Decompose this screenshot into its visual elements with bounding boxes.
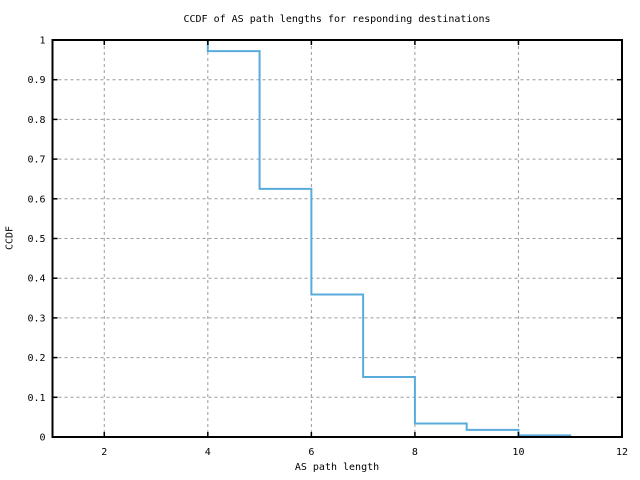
y-tick-label: 0.2	[27, 353, 45, 364]
tick-marks	[52, 39, 623, 438]
y-tick-label: 0.4	[27, 274, 45, 285]
y-tick-label: 0.8	[27, 115, 45, 126]
y-tick-label: 0.9	[27, 75, 45, 86]
chart-title: CCDF of AS path lengths for responding d…	[183, 14, 491, 25]
y-tick-label: 0.6	[27, 194, 45, 205]
x-tick-label: 4	[205, 447, 211, 458]
y-tick-label: 1	[39, 36, 45, 47]
x-tick-label: 10	[512, 447, 524, 458]
gridlines	[52, 40, 622, 437]
tick-labels: 2 4 6 8 10 12 0 0.1 0.2 0.3 0.4 0.5 0.6 0.7 0.8 0.9 1	[27, 36, 628, 459]
x-tick-label: 12	[616, 447, 628, 458]
x-tick-label: 6	[308, 447, 314, 458]
y-tick-label: 0.5	[27, 234, 45, 245]
y-tick-label: 0.7	[27, 155, 45, 166]
x-tick-label: 8	[412, 447, 418, 458]
x-axis-title: AS path length	[294, 462, 380, 473]
y-tick-label: 0.1	[27, 393, 45, 404]
y-tick-label: 0.3	[27, 313, 45, 324]
y-tick-label: 0	[39, 433, 45, 444]
x-tick-label: 2	[101, 447, 107, 458]
